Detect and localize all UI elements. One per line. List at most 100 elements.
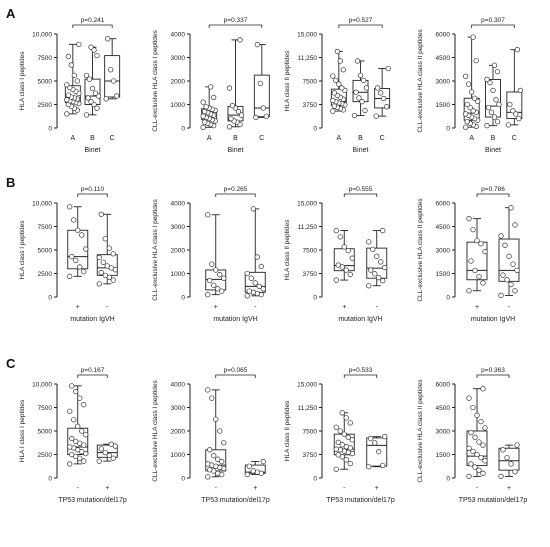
y-tick-label: 15,000 [297, 32, 317, 39]
data-point [507, 101, 513, 108]
data-point [250, 206, 256, 212]
x-tick-label: - [106, 304, 109, 311]
data-point [514, 442, 520, 448]
data-point [244, 471, 250, 478]
data-point [376, 449, 382, 455]
data-point [475, 98, 481, 105]
data-point [357, 72, 364, 79]
x-axis-title: TP53 mutation/del17p [326, 497, 395, 504]
data-point [482, 248, 488, 255]
data-point [100, 259, 106, 265]
data-point [67, 273, 73, 279]
data-point [502, 242, 508, 248]
y-axis-title: HLA I class I peptides [19, 399, 26, 462]
data-point [476, 467, 482, 473]
chart-panel: 0 3750 7500 11,250 15,000 HLA class II peptid… [284, 186, 388, 323]
data-point [211, 282, 217, 288]
significance-bracket [471, 24, 515, 28]
data-point [488, 109, 495, 115]
data-point [484, 122, 490, 129]
x-tick-label: - [508, 304, 511, 311]
y-tick-label: 11,250 [298, 224, 318, 231]
data-point [235, 108, 242, 115]
y-tick-label: 7500 [38, 224, 53, 231]
p-value-label: p=0.527 [349, 17, 373, 24]
data-point [474, 237, 480, 244]
x-tick-label: - [215, 485, 218, 492]
data-point [339, 85, 345, 91]
data-point [500, 272, 506, 278]
x-tick-label: + [105, 485, 109, 492]
data-point [71, 217, 77, 223]
x-axis-title: TP53 mutation/del17p [58, 497, 127, 504]
x-tick-label: C [259, 135, 264, 142]
y-tick-label: 3000 [171, 405, 186, 412]
y-tick-label: 4500 [436, 224, 451, 231]
data-point [504, 277, 510, 283]
x-tick-label: + [375, 485, 379, 492]
chart-panel: 0 2500 5000 7500 10,000 HLA class I peptides +… [19, 186, 118, 323]
box [366, 437, 388, 467]
chart-panel: 0 1500 3000 4500 6000 CLL-exclusive HLA class… [417, 367, 527, 504]
data-point [69, 451, 75, 458]
data-point [76, 41, 82, 47]
chart-panel: 0 1500 3000 4500 6000 CLL-exclusive HLA class… [417, 186, 520, 323]
data-point [504, 454, 510, 461]
data-point [505, 122, 511, 128]
significance-bracket [476, 374, 510, 378]
data-point [380, 227, 386, 234]
data-point [205, 387, 211, 393]
data-point [106, 245, 112, 251]
significance-bracket [215, 193, 256, 197]
data-point [478, 454, 484, 461]
data-point [368, 435, 374, 442]
x-tick-label: + [253, 485, 257, 492]
data-point [92, 90, 99, 96]
y-tick-label: 7500 [303, 429, 318, 436]
data-point [470, 404, 476, 411]
data-point [64, 97, 70, 103]
data-point [213, 267, 219, 273]
data-point [466, 445, 472, 451]
data-point [516, 115, 522, 122]
x-tick-label: - [376, 304, 379, 311]
data-point [384, 104, 390, 110]
data-point [89, 85, 96, 92]
data-point [110, 251, 116, 257]
y-tick-label: 4500 [436, 55, 451, 62]
data-point [229, 103, 236, 109]
data-point [256, 283, 262, 290]
y-tick-label: 7500 [38, 55, 53, 62]
y-tick-label: 0 [446, 476, 450, 483]
data-point [69, 435, 75, 442]
box [253, 74, 270, 118]
data-point [252, 280, 258, 286]
data-point [260, 105, 266, 111]
chart-panel: 0 3750 7500 11,250 15,000 HLA class II peptid… [284, 367, 395, 504]
data-point [360, 77, 367, 84]
chart-panel: 0 2500 5000 7500 10,000 HLA class I peptides A… [19, 17, 121, 154]
data-point [200, 113, 206, 119]
x-tick-label: B [233, 135, 238, 142]
p-value-label: p=0.265 [224, 186, 248, 193]
y-tick-label: 4000 [171, 382, 186, 389]
y-tick-label: 0 [313, 476, 317, 483]
data-point [514, 47, 520, 53]
data-point [359, 99, 365, 105]
y-tick-label: 4000 [171, 201, 186, 208]
data-point [246, 463, 252, 469]
data-point [205, 461, 211, 467]
data-point [200, 124, 206, 130]
data-point [347, 420, 353, 426]
data-point [88, 44, 94, 50]
data-point [219, 458, 225, 465]
data-point [468, 461, 474, 467]
data-point [354, 58, 361, 64]
data-point [380, 278, 386, 284]
data-point [73, 257, 79, 263]
data-point [333, 466, 339, 472]
data-point [74, 78, 80, 84]
data-point [260, 286, 266, 292]
significance-bracket [343, 374, 378, 378]
chart-panel: 0 2500 5000 7500 10,000 HLA I class I peptide… [19, 367, 127, 504]
